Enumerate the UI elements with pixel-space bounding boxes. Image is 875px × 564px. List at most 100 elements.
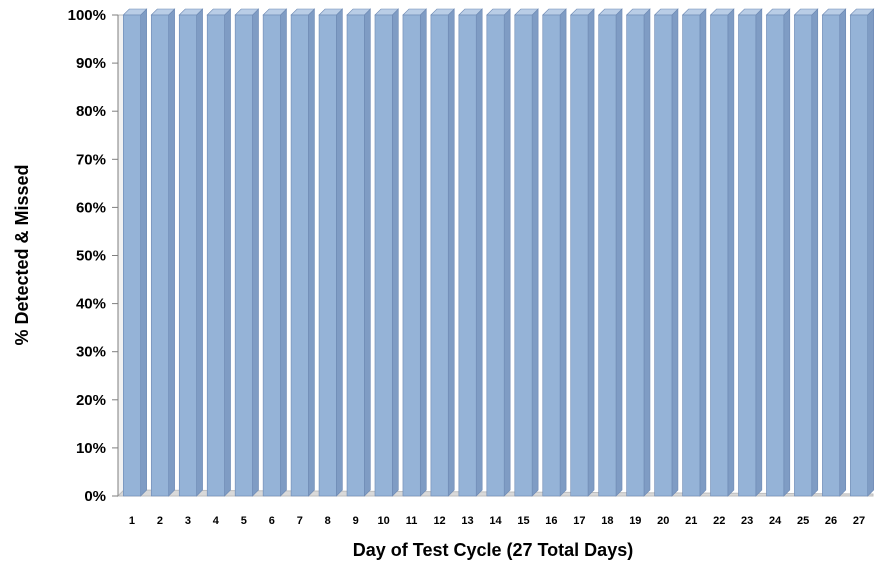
bar-front bbox=[570, 14, 589, 497]
bar-side bbox=[336, 8, 343, 497]
bar-side bbox=[364, 8, 371, 497]
bar-side bbox=[447, 8, 455, 497]
bar bbox=[709, 8, 735, 497]
y-axis-ticks: 0% 10% 20% 30% 40% 50% 60% 70% 80% 90% 100% bbox=[68, 7, 119, 505]
bar bbox=[458, 8, 483, 497]
x-tick-label: 12 bbox=[433, 515, 445, 527]
bar-front bbox=[794, 14, 813, 497]
bar-front bbox=[458, 14, 477, 497]
bar-front bbox=[486, 14, 505, 497]
x-tick-label: 2 bbox=[157, 515, 163, 527]
y-tick-label: 20% bbox=[76, 392, 106, 409]
bar bbox=[625, 8, 651, 497]
bar-front bbox=[514, 14, 533, 497]
bar-side bbox=[252, 8, 259, 497]
bar bbox=[486, 8, 511, 497]
y-tick-label: 90% bbox=[76, 55, 106, 72]
bar bbox=[262, 8, 288, 497]
x-tick-label: 20 bbox=[657, 515, 669, 527]
x-tick-label: 4 bbox=[213, 515, 220, 527]
y-axis-title: % Detected & Missed bbox=[12, 164, 32, 345]
x-tick-label: 23 bbox=[741, 515, 753, 527]
bar-side bbox=[727, 8, 735, 497]
x-tick-label: 8 bbox=[325, 515, 331, 527]
x-axis-ticks: 1 2 3 4 5 6 7 8 9 10 11 12 13 14 15 16 17 18 19 20 21 22 23 24 2… bbox=[129, 515, 865, 527]
bar bbox=[374, 8, 400, 497]
x-tick-label: 7 bbox=[297, 515, 303, 527]
bar-side bbox=[196, 8, 203, 497]
x-tick-label: 26 bbox=[825, 515, 837, 527]
bar-side bbox=[615, 8, 623, 497]
bar bbox=[290, 8, 316, 497]
x-tick-label: 22 bbox=[713, 515, 725, 527]
bar-front bbox=[626, 14, 645, 497]
x-tick-label: 5 bbox=[241, 515, 247, 527]
bar bbox=[206, 8, 232, 497]
x-tick-label: 13 bbox=[461, 515, 473, 527]
bar-side bbox=[503, 8, 511, 497]
y-tick-label: 30% bbox=[76, 344, 106, 361]
bar bbox=[542, 8, 567, 497]
bar bbox=[514, 8, 539, 497]
bar-side bbox=[839, 8, 847, 497]
bar bbox=[402, 8, 428, 497]
bar bbox=[150, 8, 176, 497]
x-tick-label: 15 bbox=[517, 515, 529, 527]
bar bbox=[821, 8, 847, 497]
bar-front bbox=[766, 14, 785, 497]
bar-side bbox=[811, 8, 819, 497]
bar-side bbox=[643, 8, 651, 497]
y-tick-label: 40% bbox=[76, 296, 106, 313]
x-tick-label: 1 bbox=[129, 515, 135, 527]
bar-side bbox=[280, 8, 287, 497]
bar bbox=[737, 8, 763, 497]
y-tick-label: 100% bbox=[68, 7, 106, 24]
x-tick-label: 18 bbox=[601, 515, 613, 527]
bar-front bbox=[150, 14, 169, 497]
bar-front bbox=[598, 14, 617, 497]
bar-side bbox=[168, 8, 175, 497]
x-tick-label: 21 bbox=[685, 515, 697, 527]
bar-front bbox=[262, 14, 281, 497]
bar-side bbox=[224, 8, 231, 497]
bar-side bbox=[140, 8, 147, 497]
bar-front bbox=[430, 14, 449, 497]
x-tick-label: 11 bbox=[406, 515, 418, 527]
x-tick-label: 24 bbox=[769, 515, 782, 527]
bar bbox=[765, 8, 791, 497]
x-tick-label: 9 bbox=[353, 515, 359, 527]
bar-front bbox=[542, 14, 561, 497]
bar-front bbox=[346, 14, 365, 497]
bar-front bbox=[178, 14, 197, 497]
x-axis-title: Day of Test Cycle (27 Total Days) bbox=[353, 540, 633, 560]
x-tick-label: 16 bbox=[545, 515, 557, 527]
bar-side bbox=[559, 8, 567, 497]
bar bbox=[234, 8, 260, 497]
x-tick-label: 27 bbox=[853, 515, 865, 527]
bar-side bbox=[699, 8, 707, 497]
bar-front bbox=[850, 14, 868, 497]
bar-side bbox=[783, 8, 791, 497]
bar bbox=[849, 8, 875, 497]
bar-side bbox=[392, 8, 399, 497]
x-tick-label: 17 bbox=[573, 515, 585, 527]
x-tick-label: 10 bbox=[378, 515, 390, 527]
bar-front bbox=[123, 14, 141, 497]
bar bbox=[318, 8, 344, 497]
bars-group bbox=[122, 8, 875, 497]
bar-side bbox=[867, 8, 874, 497]
bar bbox=[793, 8, 819, 497]
bar-side bbox=[587, 8, 595, 497]
bar bbox=[430, 8, 455, 497]
x-tick-label: 19 bbox=[629, 515, 641, 527]
bar-front bbox=[682, 14, 701, 497]
y-tick-label: 0% bbox=[84, 488, 106, 505]
bar-front bbox=[318, 14, 337, 497]
bar-front bbox=[206, 14, 225, 497]
bar-side bbox=[531, 8, 539, 497]
bar bbox=[653, 8, 679, 497]
bar bbox=[178, 8, 204, 497]
bar bbox=[569, 8, 595, 497]
x-tick-label: 3 bbox=[185, 515, 191, 527]
